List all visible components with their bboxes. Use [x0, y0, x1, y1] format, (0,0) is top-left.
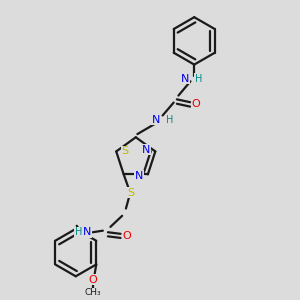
Text: H: H — [166, 115, 173, 125]
Text: S: S — [122, 146, 129, 157]
Text: N: N — [83, 227, 91, 237]
Text: N: N — [152, 115, 160, 125]
Text: N: N — [135, 171, 143, 181]
Text: N: N — [181, 74, 190, 84]
Text: S: S — [127, 188, 134, 198]
Text: CH₃: CH₃ — [85, 288, 101, 297]
Text: O: O — [89, 274, 98, 285]
Text: H: H — [74, 227, 82, 237]
Text: H: H — [195, 74, 202, 84]
Text: N: N — [142, 145, 151, 155]
Text: O: O — [191, 99, 200, 109]
Text: O: O — [122, 231, 131, 241]
